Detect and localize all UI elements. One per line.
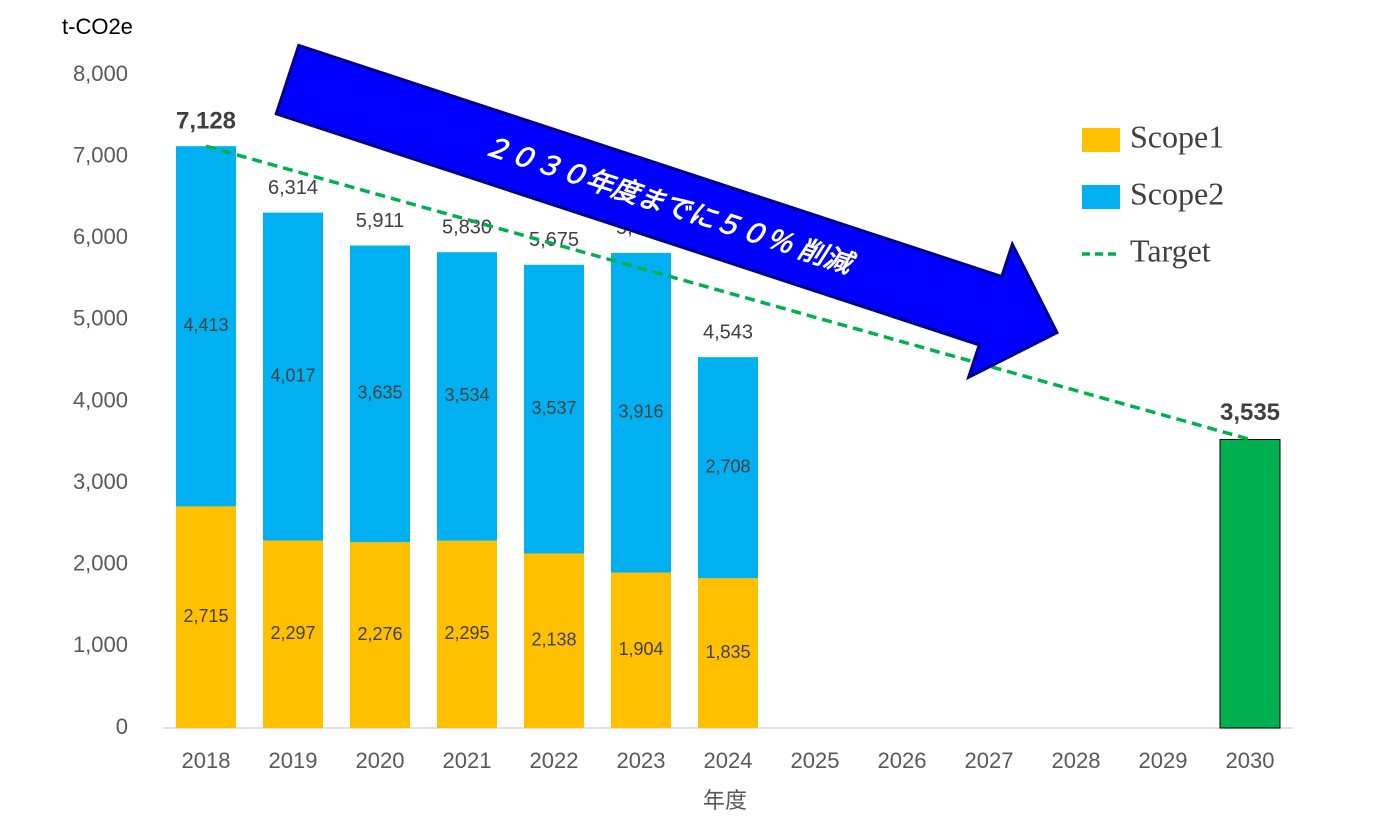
data-label: 3,916 — [618, 402, 663, 422]
data-label: 3,535 — [1220, 399, 1280, 426]
bar-segment — [524, 264, 584, 554]
y-tick-label: 0 — [116, 714, 128, 739]
bar-segment — [611, 252, 671, 573]
data-label: 2,138 — [531, 629, 576, 649]
x-tick-label: 2025 — [791, 748, 840, 773]
bar-segment — [350, 245, 410, 543]
data-label: 4,017 — [270, 365, 315, 385]
total-label: 5,911 — [356, 210, 405, 232]
y-tick-label: 3,000 — [73, 469, 128, 494]
data-label: 2,276 — [357, 624, 402, 644]
x-tick-label: 2027 — [965, 748, 1014, 773]
legend-label: Target — [1130, 232, 1211, 268]
total-label: 5,830 — [442, 216, 492, 238]
bar-segment — [524, 553, 584, 728]
x-axis-label: 年度 — [703, 788, 747, 813]
total-label: 7,128 — [176, 108, 236, 135]
data-label: 3,534 — [444, 385, 489, 405]
bar-segment — [1219, 438, 1281, 729]
legend-swatch — [1082, 185, 1120, 209]
bar-segment — [176, 506, 236, 728]
y-tick-label: 5,000 — [73, 306, 128, 331]
x-tick-label: 2018 — [182, 748, 231, 773]
data-label: 2,295 — [444, 623, 489, 643]
x-tick-label: 2030 — [1226, 748, 1275, 773]
data-label: 3,537 — [531, 398, 576, 418]
total-label: 4,543 — [703, 321, 753, 343]
bar-segment — [437, 252, 497, 541]
bar-segment — [263, 540, 323, 728]
x-tick-label: 2020 — [356, 748, 405, 773]
data-label: 2,715 — [183, 606, 228, 626]
x-tick-label: 2026 — [878, 748, 927, 773]
total-label: 5,675 — [529, 229, 579, 251]
y-tick-label: 1,000 — [73, 632, 128, 657]
data-label: 4,413 — [183, 315, 228, 335]
y-tick-label: 7,000 — [73, 142, 128, 167]
x-tick-label: 2023 — [617, 748, 666, 773]
data-label: 3,635 — [357, 383, 402, 403]
y-tick-label: 8,000 — [73, 61, 128, 86]
y-tick-label: 4,000 — [73, 387, 128, 412]
y-tick-label: 2,000 — [73, 551, 128, 576]
x-tick-label: 2028 — [1052, 748, 1101, 773]
data-label: 1,904 — [618, 639, 663, 659]
x-tick-label: 2021 — [443, 748, 492, 773]
x-tick-label: 2022 — [530, 748, 579, 773]
data-label: 1,835 — [705, 642, 750, 662]
x-tick-label: 2029 — [1139, 748, 1188, 773]
arrow-shape — [274, 43, 1059, 381]
bar-segment — [698, 578, 758, 728]
x-tick-label: 2024 — [704, 748, 753, 773]
legend-label: Scope2 — [1130, 175, 1224, 211]
target-line — [205, 144, 1251, 442]
data-label: 2,708 — [705, 456, 750, 476]
data-label: 2,297 — [270, 623, 315, 643]
y-axis-label: t-CO2e — [62, 14, 133, 39]
x-tick-label: 2019 — [269, 748, 318, 773]
bar-segment — [176, 146, 236, 507]
legend-swatch — [1082, 128, 1120, 152]
y-tick-label: 6,000 — [73, 224, 128, 249]
legend-label: Scope1 — [1130, 118, 1224, 154]
bar-segment — [263, 212, 323, 541]
bar-segment — [698, 357, 758, 579]
bar-segment — [437, 540, 497, 728]
bar-segment — [350, 542, 410, 728]
total-label: 6,314 — [268, 177, 318, 199]
bar-segment — [611, 572, 671, 728]
